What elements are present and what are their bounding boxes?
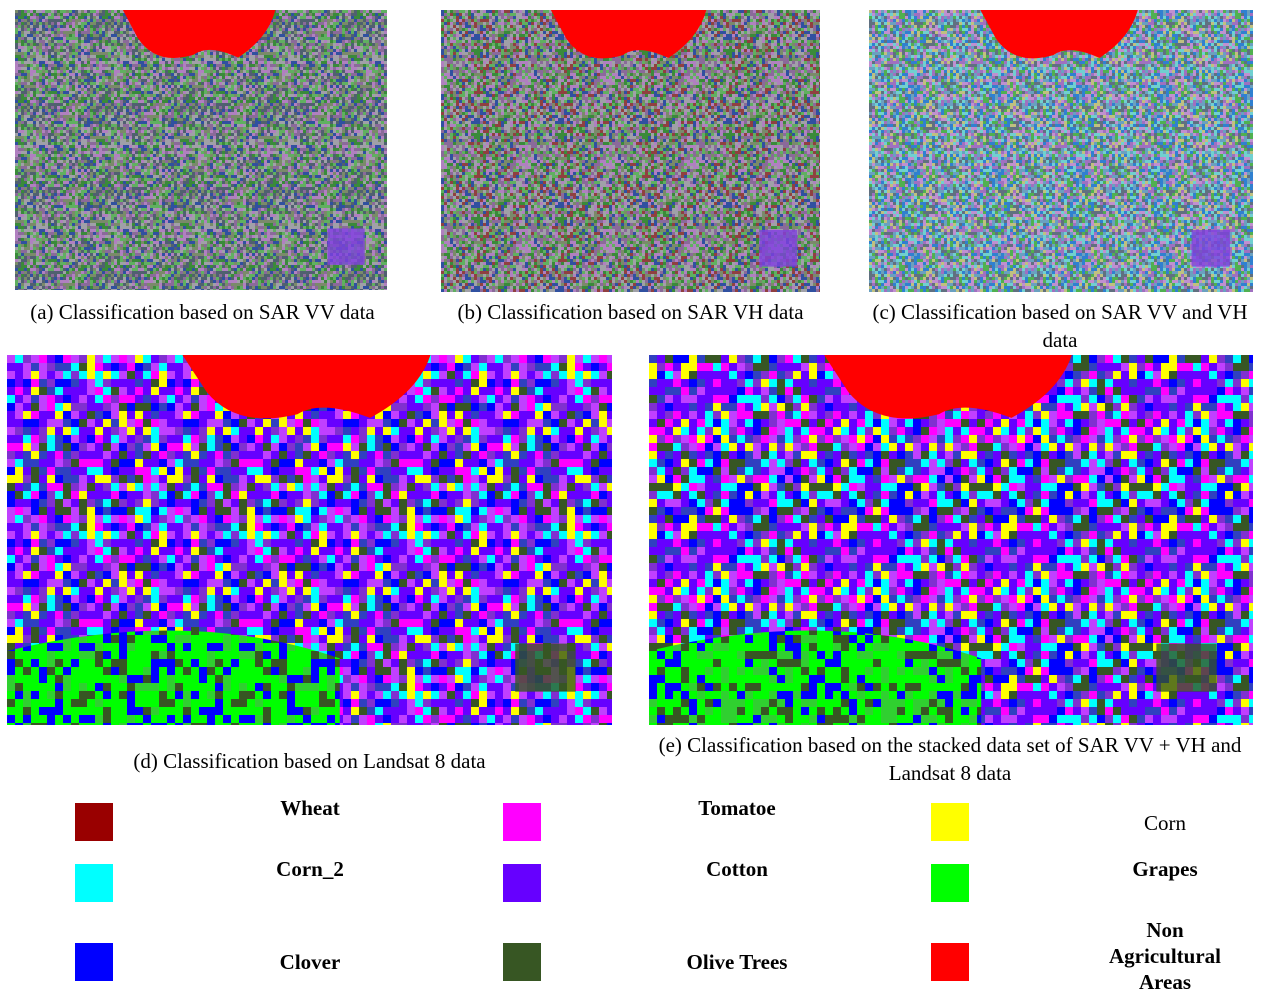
caption: (c) Classification based on SAR VV and V… [855, 298, 1264, 354]
legend-swatch [931, 864, 969, 902]
legend-label: Clover [280, 949, 341, 975]
map-image [649, 355, 1253, 725]
caption: (b) Classification based on SAR VH data [428, 298, 833, 326]
map-region [1156, 644, 1216, 692]
map-image [441, 10, 820, 292]
map-region [759, 230, 797, 267]
map-image [15, 10, 387, 290]
legend-swatch [503, 864, 541, 902]
legend-label: Olive Trees [687, 949, 788, 975]
legend-swatch [931, 943, 969, 981]
legend-swatch [503, 803, 541, 841]
caption: (e) Classification based on the stacked … [630, 731, 1264, 787]
legend-swatch [503, 943, 541, 981]
legend-label: Wheat [280, 795, 340, 821]
legend-label: Tomatoe [698, 795, 775, 821]
legend-swatch [75, 864, 113, 902]
legend-swatch [931, 803, 969, 841]
map-region [515, 644, 576, 692]
legend-label: Corn [1144, 810, 1186, 836]
caption: (d) Classification based on Landsat 8 da… [7, 747, 612, 775]
map-region [649, 631, 981, 725]
caption: (a) Classification based on SAR VV data [0, 298, 405, 326]
figure: (a) Classification based on SAR VV data … [0, 0, 1264, 1008]
legend-label: Non Agricultural Areas [1105, 917, 1225, 995]
map-region [7, 631, 340, 725]
map-image [7, 355, 612, 725]
legend-swatch [75, 943, 113, 981]
legend-swatch [75, 803, 113, 841]
legend-label: Corn_2 [276, 856, 344, 882]
map-image [869, 10, 1253, 292]
legend-label: Cotton [706, 856, 768, 882]
map-region [1192, 230, 1230, 267]
legend-label: Grapes [1132, 856, 1197, 882]
map-region [327, 228, 364, 264]
